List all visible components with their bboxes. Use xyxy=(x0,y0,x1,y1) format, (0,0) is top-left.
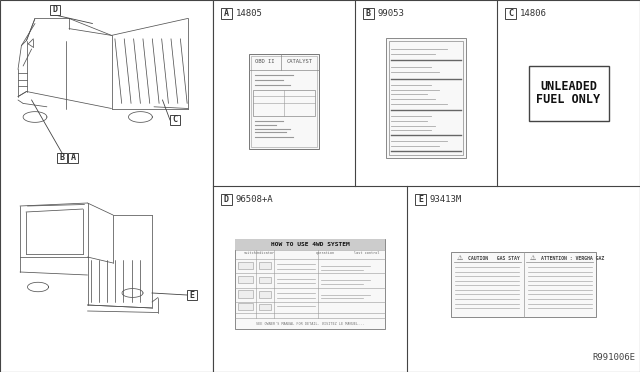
Bar xyxy=(170,115,180,125)
Text: indicator: indicator xyxy=(255,251,275,256)
Text: 93413M: 93413M xyxy=(430,195,462,204)
Text: R991006E: R991006E xyxy=(592,353,635,362)
Text: HOW TO USE 4WD SYSTEM: HOW TO USE 4WD SYSTEM xyxy=(271,242,349,247)
Text: E: E xyxy=(189,291,195,299)
Text: OBD II: OBD II xyxy=(255,59,275,64)
Text: 14805: 14805 xyxy=(236,9,263,18)
Text: operation: operation xyxy=(316,251,335,256)
Text: D: D xyxy=(224,195,229,204)
Bar xyxy=(221,194,232,205)
Text: 96508+A: 96508+A xyxy=(236,195,274,204)
Text: E: E xyxy=(418,195,423,204)
Bar xyxy=(253,90,315,116)
Bar xyxy=(0,0,213,372)
Bar xyxy=(235,239,385,250)
Bar xyxy=(238,290,253,298)
Bar xyxy=(213,0,640,372)
Text: switch: switch xyxy=(244,251,257,256)
Bar xyxy=(57,153,67,163)
Bar xyxy=(238,276,253,283)
Text: ⚠: ⚠ xyxy=(457,255,463,261)
Bar xyxy=(249,54,319,148)
Text: FUEL ONLY: FUEL ONLY xyxy=(536,93,600,106)
Bar xyxy=(235,239,385,329)
Text: C: C xyxy=(173,115,177,125)
Bar xyxy=(415,194,426,205)
Text: ⚠: ⚠ xyxy=(529,255,536,261)
Bar xyxy=(363,8,374,19)
Bar xyxy=(187,290,197,300)
Text: A: A xyxy=(70,154,76,163)
Bar xyxy=(505,8,516,19)
Text: CAUTION   GAS STAY: CAUTION GAS STAY xyxy=(468,256,520,260)
Text: last control: last control xyxy=(355,251,380,256)
Text: C: C xyxy=(508,9,513,18)
Text: 14806: 14806 xyxy=(520,9,547,18)
Bar xyxy=(451,251,596,317)
Bar xyxy=(259,291,271,298)
Text: ATTENTION : VERGHA GAZ: ATTENTION : VERGHA GAZ xyxy=(541,256,604,260)
Bar xyxy=(251,55,317,147)
Bar xyxy=(389,41,463,155)
Text: A: A xyxy=(224,9,229,18)
Bar xyxy=(259,277,271,283)
Bar xyxy=(238,262,253,269)
Bar xyxy=(386,38,466,158)
Bar xyxy=(259,262,271,269)
Text: B: B xyxy=(60,154,65,163)
Text: CATALYST: CATALYST xyxy=(287,59,312,64)
Text: UNLEADED: UNLEADED xyxy=(540,80,597,93)
Text: D: D xyxy=(52,6,58,15)
Bar xyxy=(238,303,253,310)
Text: B: B xyxy=(366,9,371,18)
Text: 99053: 99053 xyxy=(378,9,405,18)
Bar xyxy=(529,65,609,121)
Bar xyxy=(259,304,271,310)
Bar xyxy=(50,5,60,15)
Text: SEE OWNER'S MANUAL FOR DETAIL. VISITEZ LE MANUEL...: SEE OWNER'S MANUAL FOR DETAIL. VISITEZ L… xyxy=(256,322,364,326)
Bar xyxy=(221,8,232,19)
Bar xyxy=(68,153,78,163)
